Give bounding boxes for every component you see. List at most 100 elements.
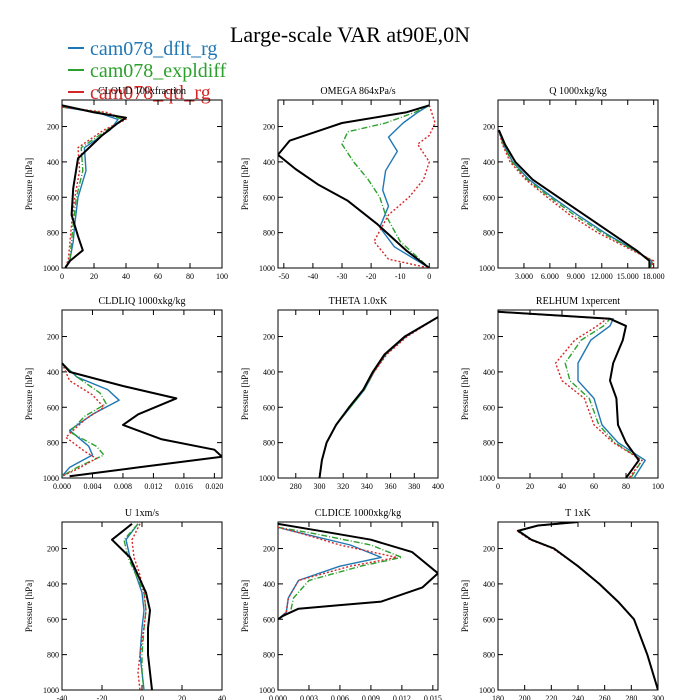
y-tick-label: 1000 [43,264,59,273]
y-tick-label: 400 [483,368,495,377]
y-tick-label: 200 [263,545,275,554]
x-tick-label: 0.008 [114,482,132,491]
legend-entry: cam078_expldiff [68,60,227,82]
series-line-cam078_expldiff [62,106,124,268]
panel-frame [497,521,659,691]
y-tick-label: 400 [483,580,495,589]
legend-label: cam078_expldiff [90,60,227,82]
y-tick-label: 800 [47,439,59,448]
x-tick-label: -40 [308,272,319,281]
legend-entry: cam078_qtl_rg [68,82,211,104]
x-tick-label: 0.012 [393,694,411,700]
panel-5: THETA 1.0xK Pressure [hPa] 200 400 600 800 100… [240,296,444,491]
panel-frame [497,309,659,479]
panel-frame [61,521,223,691]
series-line-cam078_expldiff [518,522,658,690]
panel-title: Q 1000xkg/kg [549,86,607,97]
figure-title: Large-scale VAR at90E,0N [230,22,470,47]
y-tick-label: 200 [47,545,59,554]
x-tick-label: -20 [366,272,377,281]
y-tick-label: 400 [263,580,275,589]
series-line-obs [498,129,651,268]
y-axis-label: Pressure [hPa] [24,580,34,632]
panel-4: CLDLIQ 1000xkg/kg Pressure [hPa] 200 400 600… [24,296,223,491]
y-tick-label: 1000 [479,264,495,273]
y-tick-label: 600 [47,615,59,624]
y-axis-label: Pressure [hPa] [240,580,250,632]
x-tick-label: 200 [519,694,531,700]
x-tick-label: 100 [216,272,228,281]
x-tick-label: 0 [60,272,64,281]
panel-frame [61,99,223,269]
y-tick-label: 200 [47,123,59,132]
panel-title: THETA 1.0xK [329,296,388,307]
x-tick-label: 20 [178,694,186,700]
x-tick-label: 18.000 [643,272,665,281]
x-tick-label: 20 [90,272,98,281]
y-tick-label: 200 [483,333,495,342]
y-axis-label: Pressure [hPa] [24,158,34,210]
x-tick-label: 340 [361,482,373,491]
y-tick-label: 600 [47,403,59,412]
x-tick-label: 300 [313,482,325,491]
x-tick-label: 12.000 [591,272,613,281]
x-tick-label: -40 [57,694,68,700]
panel-2: OMEGA 864xPa/s Pressure [hPa] 200 400 600 800… [240,86,439,281]
y-tick-label: 800 [483,229,495,238]
y-tick-label: 800 [483,439,495,448]
x-tick-label: 0.009 [362,694,380,700]
legend-label: cam078_qtl_rg [90,82,211,104]
x-tick-label: 0 [140,694,144,700]
x-tick-label: 400 [432,482,444,491]
y-tick-label: 600 [483,403,495,412]
series-line-cam078_expldiff [278,526,403,620]
series-line-cam078_dflt_rg [125,523,145,690]
x-tick-label: 40 [218,694,226,700]
x-tick-label: 0.003 [300,694,318,700]
y-tick-label: 800 [263,229,275,238]
y-tick-label: 200 [483,545,495,554]
panel-frame [61,309,223,479]
x-tick-label: 180 [492,694,504,700]
y-tick-label: 400 [263,158,275,167]
x-tick-label: 60 [590,482,598,491]
y-tick-label: 1000 [259,264,275,273]
panel-title: CLOUD 100xfraction [98,86,186,97]
x-tick-label: 0.004 [83,482,101,491]
x-tick-label: -30 [337,272,348,281]
y-axis-label: Pressure [hPa] [460,368,470,420]
y-tick-label: 200 [263,333,275,342]
series-line-obs [111,523,153,690]
series-line-cam078_qtl_rg [62,106,127,268]
y-tick-label: 200 [263,123,275,132]
x-tick-label: 0 [427,272,431,281]
y-tick-label: 600 [263,193,275,202]
x-tick-label: -10 [395,272,406,281]
series-line-cam078_expldiff [318,316,438,478]
x-tick-label: 0 [496,482,500,491]
x-tick-label: 300 [652,694,664,700]
x-tick-label: 0.016 [175,482,193,491]
series-line-cam078_qtl_rg [278,526,398,620]
x-tick-label: 0.020 [205,482,223,491]
y-tick-label: 600 [483,193,495,202]
x-tick-label: 80 [622,482,630,491]
x-tick-label: 220 [545,694,557,700]
series-line-cam078_qtl_rg [62,362,105,477]
y-tick-label: 600 [47,193,59,202]
series-line-cam078_dflt_rg [318,316,438,478]
x-tick-label: 40 [122,272,130,281]
panel-frame [497,99,659,269]
x-tick-label: 9.000 [567,272,585,281]
x-tick-label: 20 [526,482,534,491]
y-tick-label: 1000 [43,686,59,695]
series-line-cam078_qtl_rg [131,523,147,690]
panel-frame [277,309,439,479]
y-tick-label: 400 [47,368,59,377]
series-line-obs [278,522,438,621]
x-tick-label: 100 [652,482,664,491]
series-line-cam078_expldiff [62,362,107,477]
